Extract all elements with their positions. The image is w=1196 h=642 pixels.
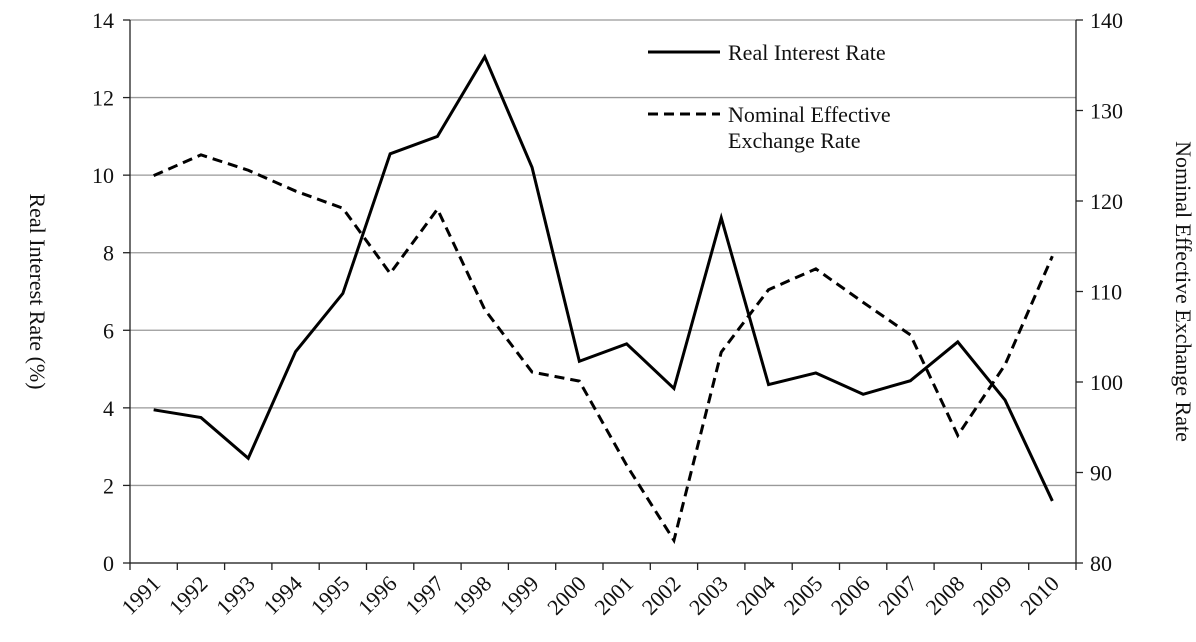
y-tick-label: 4 (103, 396, 114, 421)
x-tick-label: 2009 (968, 571, 1017, 620)
y-tick-label: 6 (103, 318, 114, 343)
x-tick-label: 1996 (353, 571, 402, 620)
y2-tick-label: 130 (1090, 99, 1123, 124)
x-tick-label: 2006 (826, 571, 875, 620)
y-tick-label: 12 (92, 86, 114, 111)
x-tick-label: 2004 (731, 571, 780, 620)
legend-label: Real Interest Rate (728, 40, 886, 65)
x-tick-label: 2002 (637, 571, 686, 620)
x-tick-label: 1994 (258, 571, 307, 620)
legend-item: Nominal Effective Exchange Rate (648, 102, 908, 154)
legend-item: Real Interest Rate (648, 40, 908, 66)
x-tick-label: 1991 (116, 571, 165, 620)
y-tick-label: 2 (103, 473, 114, 498)
x-tick-label: 2000 (542, 571, 591, 620)
y2-tick-label: 110 (1090, 280, 1122, 305)
legend-swatch (648, 50, 720, 54)
y-axis-label: Real Interest Rate (%) (25, 193, 50, 389)
x-tick-label: 2001 (589, 571, 638, 620)
y2-tick-label: 80 (1090, 551, 1112, 576)
x-tick-label: 1992 (164, 571, 213, 620)
x-tick-label: 1993 (211, 571, 260, 620)
legend-swatch (648, 112, 720, 116)
y-tick-label: 0 (103, 551, 114, 576)
y2-tick-label: 140 (1090, 8, 1123, 33)
series-line (153, 153, 1054, 545)
y-tick-label: 10 (92, 163, 114, 188)
series-line (153, 53, 1054, 502)
x-tick-label: 2003 (684, 571, 733, 620)
y-tick-label: 8 (103, 241, 114, 266)
y-tick-label: 14 (92, 8, 114, 33)
x-tick-label: 1998 (447, 571, 496, 620)
x-tick-label: 2010 (1015, 571, 1064, 620)
legend-label: Nominal Effective Exchange Rate (728, 102, 891, 153)
x-tick-label: 2008 (920, 571, 969, 620)
y2-axis-label: Nominal Effective Exchange Rate (1171, 141, 1196, 442)
x-tick-label: 2007 (873, 571, 922, 620)
y2-tick-label: 120 (1090, 189, 1123, 214)
x-tick-label: 1997 (400, 571, 449, 620)
x-tick-label: 1995 (306, 571, 355, 620)
y2-tick-label: 100 (1090, 370, 1123, 395)
y2-tick-label: 90 (1090, 461, 1112, 486)
legend: Real Interest Rate Nominal Effective Exch… (648, 40, 908, 190)
x-tick-label: 1999 (495, 571, 544, 620)
x-tick-label: 2005 (779, 571, 828, 620)
